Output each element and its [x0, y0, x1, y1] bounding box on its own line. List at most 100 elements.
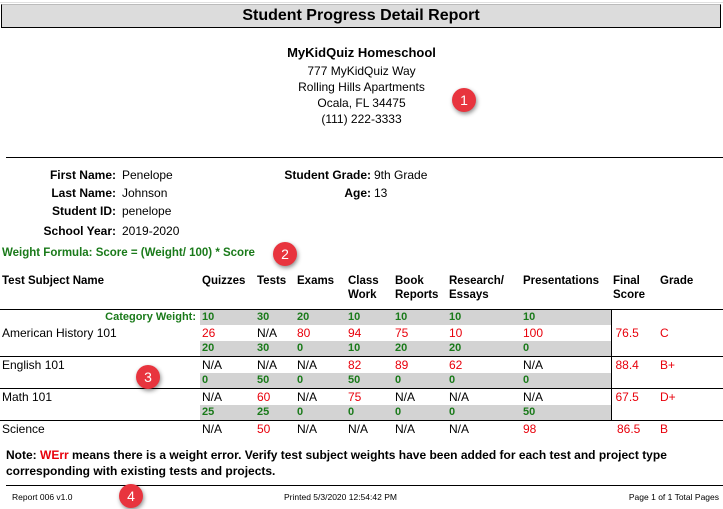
age-value: 13 [374, 186, 388, 200]
weight-cell: 0 [521, 372, 611, 388]
weight-cell: 20 [200, 340, 255, 356]
table-row: English 101 N/A N/A N/A 82 89 62 N/A 88.… [0, 355, 723, 373]
score-cell: 100 [523, 325, 544, 340]
weight-formula: Weight Formula: Score = (Weight/ 100) * … [2, 247, 255, 259]
weight-cell: 10 [200, 308, 255, 325]
col-subject: Test Subject Name [2, 275, 105, 287]
weight-cell: 50 [255, 372, 295, 388]
last-name-row: Last Name: Johnson [0, 184, 179, 202]
col-presentations: Presentations [523, 275, 600, 287]
grade: D+ [658, 387, 723, 405]
first-name-row: First Name: Penelope [0, 166, 179, 184]
score-cell: 75 [346, 387, 393, 405]
weight-row: 20 30 0 10 20 20 0 [0, 340, 723, 356]
school-year-value: 2019-2020 [122, 224, 180, 238]
score-cell: 10 [449, 325, 463, 340]
col-exams: Exams [297, 275, 335, 287]
col-final-score: Final Score [613, 275, 645, 301]
score-cell: N/A [447, 387, 521, 405]
callout-badge-3: 3 [136, 365, 160, 389]
col-book-reports: Book Reports [395, 275, 439, 301]
weight-cell: 20 [295, 308, 346, 325]
student-grade-label: Student Grade: [284, 168, 371, 182]
col-research-essays: Research/Essays [449, 275, 504, 301]
weight-cell: 30 [255, 308, 295, 325]
score-cell: 80 [297, 325, 311, 340]
score-cell: N/A [521, 355, 611, 373]
student-id-label: Student ID: [52, 204, 116, 218]
final-score: 67.5 [610, 387, 658, 405]
callout-badge-2: 2 [273, 242, 297, 266]
score-cell: 50 [255, 419, 295, 437]
first-name-value: Penelope [122, 168, 173, 182]
score-cell: N/A [200, 387, 255, 405]
score-cell: N/A [257, 325, 278, 340]
school-header: MyKidQuiz Homeschool 777 MyKidQuiz Way R… [0, 45, 723, 127]
score-cell: N/A [447, 419, 521, 437]
score-cell: N/A [200, 419, 255, 437]
weight-row: 0 50 0 50 0 0 0 [0, 372, 723, 388]
weight-cell: 50 [521, 404, 611, 420]
school-address-1: 777 MyKidQuiz Way [307, 64, 416, 78]
last-name-label: Last Name: [51, 186, 116, 200]
grade: B+ [658, 355, 723, 373]
score-cell: N/A [295, 419, 346, 437]
score-cell: N/A [521, 387, 611, 405]
weight-cell: 10 [521, 308, 611, 325]
school-address-2: Rolling Hills Apartments [298, 80, 425, 94]
col-quizzes: Quizzes [202, 275, 246, 287]
weight-cell: 0 [295, 404, 346, 420]
student-id-value: penelope [122, 204, 172, 218]
divider [6, 157, 723, 158]
score-cell: 94 [348, 325, 362, 340]
top-strip [0, 0, 723, 3]
page-count: Page 1 of 1 Total Pages [628, 492, 719, 502]
weight-cell: 0 [200, 372, 255, 388]
report-id: Report 006 v1.0 [12, 492, 73, 502]
report-title: Student Progress Detail Report [1, 4, 721, 28]
weight-row: 25 25 0 0 0 0 50 [0, 404, 723, 420]
weight-cell: 0 [521, 340, 611, 356]
subject-name: English 101 [0, 355, 200, 373]
score-cell: N/A [255, 355, 295, 373]
weight-cell: 20 [447, 340, 521, 356]
weight-error-note: Note: WErr means there is a weight error… [6, 448, 667, 478]
grade: B [658, 419, 723, 437]
score-cell: 62 [447, 355, 521, 373]
final-score: 88.4 [610, 355, 658, 373]
student-grade-value: 9th Grade [374, 168, 428, 182]
col-grade: Grade [660, 275, 694, 287]
weight-cell: 0 [295, 372, 346, 388]
score-cell: N/A [393, 387, 447, 405]
weight-cell: 10 [346, 308, 393, 325]
final-score: 86.5 [611, 419, 658, 437]
table-row: Math 101 N/A 60 N/A 75 N/A N/A N/A 67.5 … [0, 387, 723, 405]
score-cell: N/A [295, 355, 346, 373]
student-info-left: First Name: Penelope Last Name: Johnson … [0, 166, 180, 240]
score-cell: 89 [393, 355, 447, 373]
score-cell: 82 [346, 355, 393, 373]
progress-table: Test Subject Name Quizzes Tests Exams Cl… [0, 271, 723, 437]
weight-cell: 0 [393, 372, 447, 388]
final-score: 76.5 [610, 324, 658, 341]
weight-cell: 0 [447, 404, 521, 420]
student-grade-row: Student Grade: 9th Grade [238, 166, 427, 184]
subject-name: Science [0, 419, 200, 437]
last-name-value: Johnson [122, 186, 168, 200]
subject-name: American History 101 [2, 325, 117, 340]
school-year-label: School Year: [43, 224, 116, 238]
category-weight-row: Category Weight: 10 30 20 10 10 10 10 [0, 308, 723, 325]
table-row: Science N/A 50 N/A N/A N/A N/A 98 86.5 B [0, 419, 723, 437]
category-weight-label: Category Weight: [0, 308, 200, 325]
student-id-row: Student ID: penelope [0, 202, 179, 220]
score-cell: 75 [395, 325, 409, 340]
weight-cell: 0 [447, 372, 521, 388]
callout-badge-1: 1 [452, 88, 476, 112]
grade: C [660, 325, 669, 340]
table-row: American History 101 26 N/A 80 94 75 10 … [0, 324, 723, 341]
school-phone: (111) 222-3333 [321, 112, 402, 126]
printed-timestamp: Printed 5/3/2020 12:54:42 PM [284, 492, 397, 502]
weight-cell: 50 [346, 372, 393, 388]
school-name: MyKidQuiz Homeschool [287, 45, 436, 60]
callout-badge-4: 4 [119, 484, 143, 508]
